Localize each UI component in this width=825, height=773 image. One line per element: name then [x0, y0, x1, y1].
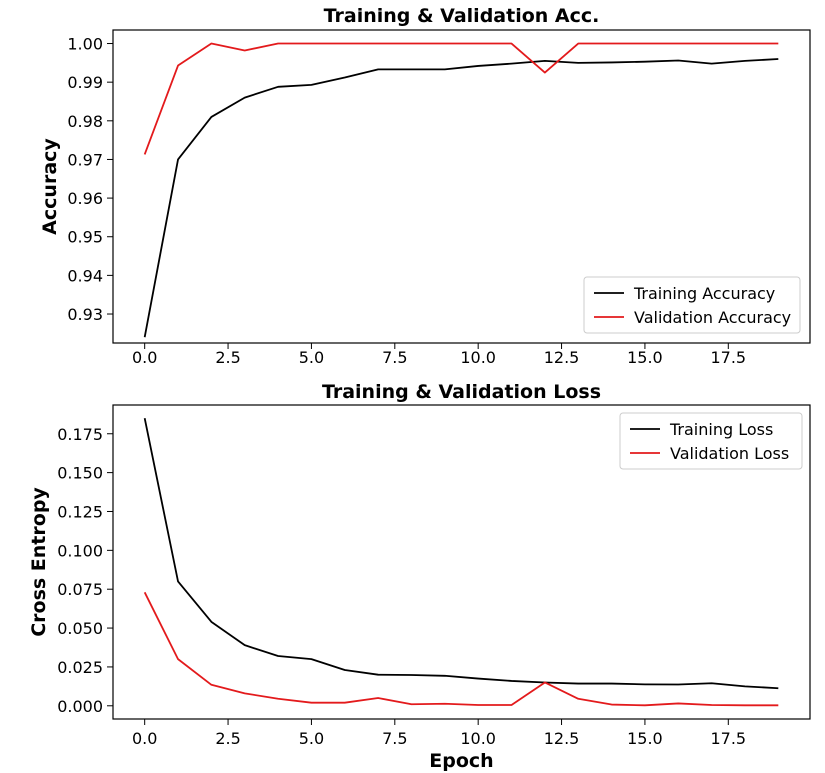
- x-tick-label: 15.0: [627, 729, 663, 748]
- legend-label: Validation Accuracy: [634, 308, 791, 327]
- y-tick-label: 0.100: [57, 541, 103, 560]
- y-tick-label: 0.93: [67, 305, 103, 324]
- legend-box: [583, 276, 801, 334]
- y-tick-label: 1.00: [67, 35, 103, 54]
- x-tick-label: 10.0: [460, 729, 496, 748]
- legend-box: [619, 412, 803, 470]
- y-tick-label: 0.000: [57, 697, 103, 716]
- legend-label: Training Accuracy: [633, 284, 775, 303]
- plot-frame: [112, 29, 811, 344]
- y-tick-label: 0.94: [67, 266, 103, 285]
- x-tick-label: 12.5: [544, 729, 580, 748]
- x-tick-label: 7.5: [382, 348, 407, 367]
- y-tick-label: 0.98: [67, 112, 103, 131]
- y-tick-label: 0.96: [67, 189, 103, 208]
- x-tick-label: 0.0: [132, 729, 157, 748]
- x-tick-label: 17.5: [710, 729, 746, 748]
- x-tick-label: 10.0: [460, 348, 496, 367]
- x-axis-label: Epoch: [429, 750, 493, 772]
- chart-title: Training & Validation Loss: [322, 381, 601, 403]
- y-tick-label: 0.150: [57, 464, 103, 483]
- y-tick-label: 0.125: [57, 502, 103, 521]
- loss-chart: Training & Validation Loss 0.0 2.5 5.0 7.5 10…: [28, 381, 811, 772]
- plot-frame: [112, 404, 811, 720]
- y-axis-label: Accuracy: [39, 138, 61, 235]
- y-tick-label: 0.175: [57, 425, 103, 444]
- legend-label: Validation Loss: [670, 444, 789, 463]
- legend: Training Loss Validation Loss: [619, 412, 803, 470]
- x-tick-label: 5.0: [299, 348, 324, 367]
- y-tick-label: 0.075: [57, 580, 103, 599]
- series-line-training-accuracy: [143, 58, 779, 338]
- x-tick-label: 2.5: [215, 348, 240, 367]
- y-tick-label: 0.025: [57, 658, 103, 677]
- series-line-validation-accuracy: [143, 42, 779, 155]
- y-tick-label: 0.97: [67, 150, 103, 169]
- accuracy-chart: Training & Validation Acc. 0.0 2.5 5.0 7.5 10…: [39, 5, 811, 367]
- x-tick-label: 2.5: [215, 729, 240, 748]
- x-tick-label: 17.5: [710, 348, 746, 367]
- x-tick-label: 15.0: [627, 348, 663, 367]
- legend-label: Training Loss: [669, 420, 773, 439]
- y-tick-label: 0.95: [67, 228, 103, 247]
- x-tick-label: 5.0: [299, 729, 324, 748]
- y-tick-label: 0.050: [57, 619, 103, 638]
- series-line-training-loss: [143, 418, 779, 690]
- series-line-validation-loss: [143, 591, 779, 707]
- chart-title: Training & Validation Acc.: [324, 5, 600, 27]
- x-tick-label: 0.0: [132, 348, 157, 367]
- x-tick-label: 7.5: [382, 729, 407, 748]
- y-axis-label: Cross Entropy: [28, 487, 50, 637]
- x-tick-label: 12.5: [544, 348, 580, 367]
- legend: Training Accuracy Validation Accuracy: [583, 276, 801, 334]
- y-tick-label: 0.99: [67, 73, 103, 92]
